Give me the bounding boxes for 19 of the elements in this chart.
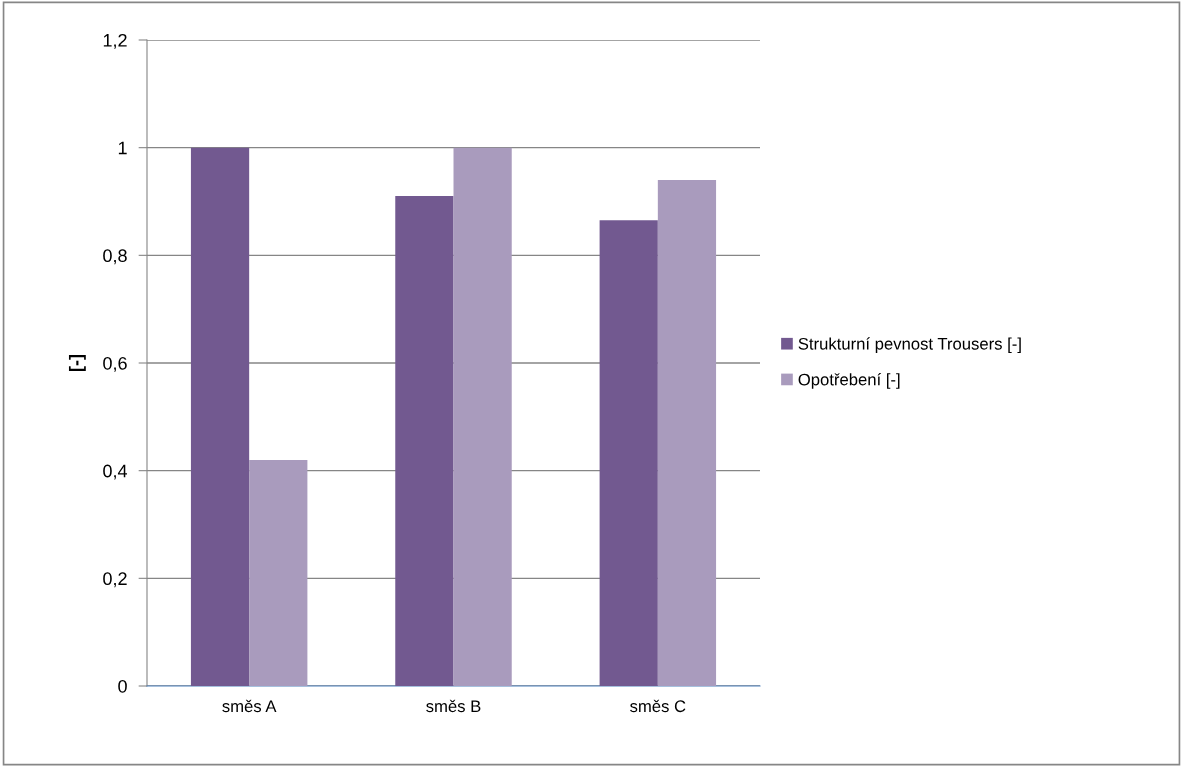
bar	[657, 179, 717, 686]
x-tick-label: směs A	[222, 699, 277, 713]
bar	[249, 459, 308, 686]
x-tick-label: směs C	[630, 699, 686, 713]
bar	[599, 220, 658, 686]
y-tick-label: 1,2	[103, 33, 127, 49]
y-axis-title: [-]	[68, 354, 86, 372]
y-tick-label: 0,8	[103, 249, 127, 265]
bar	[190, 147, 250, 686]
y-tick-label: 0,2	[103, 572, 127, 588]
y-tick-label: 0	[118, 679, 127, 693]
y-tick-label: 0,4	[103, 464, 128, 480]
bar	[453, 147, 512, 686]
x-tick-label: směs B	[426, 699, 481, 713]
legend-label: Opotřebení [-]	[798, 373, 900, 389]
legend-label: Strukturní pevnost Trousers [-]	[798, 337, 1021, 353]
y-tick-label: 1	[118, 141, 127, 155]
bar	[395, 196, 454, 686]
y-tick-label: 0,6	[103, 356, 127, 372]
